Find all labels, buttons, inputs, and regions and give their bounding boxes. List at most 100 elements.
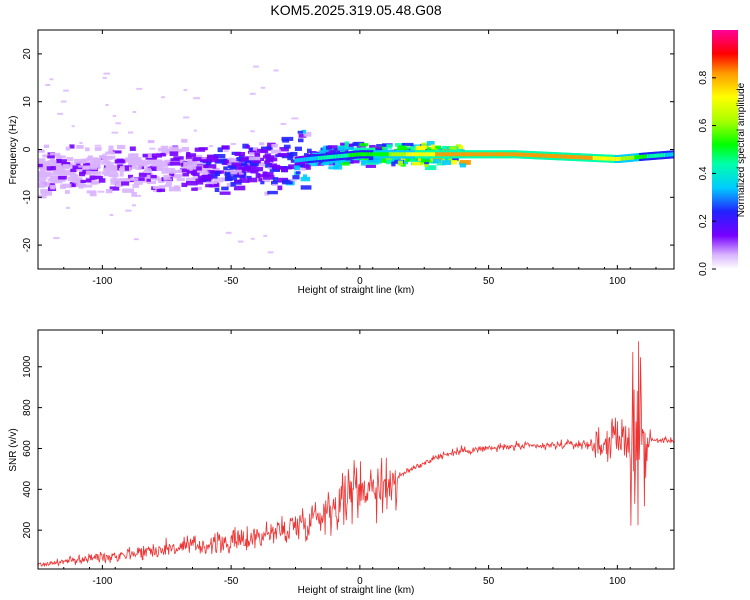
spectrogram-cell xyxy=(196,181,204,185)
spectrogram-ridge-core xyxy=(663,152,667,157)
spectrogram-cell xyxy=(182,172,189,177)
spectrogram-ridge-core xyxy=(648,154,652,159)
spectrogram-ridge-core xyxy=(506,152,510,157)
spectrogram-cell xyxy=(224,173,231,179)
spectrogram-ridge-core xyxy=(549,153,553,158)
spectrogram-cell xyxy=(337,146,347,151)
spectrogram-ridge-core xyxy=(572,155,576,160)
spectrogram-cell xyxy=(272,177,279,183)
spectrogram-ridge-core xyxy=(326,155,330,160)
spectrogram-ridge-core xyxy=(408,152,412,157)
snr-y-axis-label: SNR (v/v) xyxy=(8,428,19,471)
spectrogram-ridge-core xyxy=(368,152,372,157)
spectrogram-heatmap xyxy=(38,65,674,254)
spectrogram-ridge-core xyxy=(595,156,599,161)
spectrogram-cell xyxy=(298,138,304,143)
spectrogram-cell xyxy=(119,171,124,177)
spectrogram-ridge-core xyxy=(561,154,565,159)
spectrogram-cell xyxy=(225,231,232,234)
spectrogram-ridge-core xyxy=(646,154,650,159)
spectrogram-cell xyxy=(39,180,47,185)
spectrogram-cell xyxy=(442,145,447,151)
spectrogram-cell xyxy=(201,174,214,179)
spectrogram-cell xyxy=(301,130,306,134)
spectrogram-cell xyxy=(415,145,428,151)
spectrogram-ridge-core xyxy=(459,152,463,157)
spectrogram-cell xyxy=(296,162,306,168)
spectrogram-ridge-core xyxy=(377,152,381,157)
spectrogram-cell xyxy=(273,69,279,72)
spectrogram-cell xyxy=(262,155,275,159)
spectrogram-cell xyxy=(255,173,261,178)
spectrogram-cell xyxy=(331,150,337,154)
spectrogram-cell xyxy=(338,160,350,166)
spectrogram-cell xyxy=(230,142,237,145)
spectrogram-cell xyxy=(94,159,100,164)
snr-panel: -100 -50 0 50 100 200 400 600 800 1000 Height of … xyxy=(8,329,675,596)
spectrogram-cell xyxy=(112,114,117,117)
spectrogram-cell xyxy=(129,146,136,151)
spectrogram-cell xyxy=(267,251,274,254)
spectrogram-cell xyxy=(38,194,47,199)
spectrogram-ridge-core xyxy=(353,152,357,157)
snr-series-line xyxy=(38,341,674,568)
spectrogram-cell xyxy=(410,144,421,148)
spectrogram-cell xyxy=(60,100,67,103)
spectrogram-cell xyxy=(245,158,258,163)
spectrogram-cell xyxy=(141,177,152,183)
spectrogram-ridge-core xyxy=(571,154,575,159)
spectrogram-ridge-core xyxy=(490,152,494,157)
spectrogram-cell xyxy=(93,175,103,179)
spectrogram-ridge-core xyxy=(482,152,486,157)
spectrogram-ridge-core xyxy=(584,155,588,160)
spectrogram-ridge-core xyxy=(492,152,496,157)
spectrogram-y-tick-label: -20 xyxy=(22,237,33,252)
spectrogram-ridge-core xyxy=(659,153,663,158)
spectrogram-ridge-core xyxy=(592,155,596,160)
spectrogram-cell xyxy=(238,179,250,183)
spectrogram-cell xyxy=(227,158,239,163)
spectrogram-cell xyxy=(136,87,143,90)
spectrogram-ridge-core xyxy=(583,155,587,160)
spectrogram-cell xyxy=(76,145,84,149)
spectrogram-ridge-core xyxy=(317,156,321,161)
spectrogram-ridge-core xyxy=(376,152,380,157)
spectrogram-cell xyxy=(193,97,201,100)
spectrogram-ridge-core xyxy=(396,152,400,157)
spectrogram-ridge-core xyxy=(666,152,670,157)
spectrogram-cell xyxy=(169,151,179,156)
spectrogram-cell xyxy=(49,184,56,189)
spectrogram-ridge-core xyxy=(496,152,500,157)
spectrogram-cell xyxy=(204,164,217,169)
spectrogram-cell xyxy=(51,172,63,176)
spectrogram-cell xyxy=(209,158,220,163)
spectrogram-ridge-core xyxy=(458,152,462,157)
spectrogram-cell xyxy=(62,164,70,170)
spectrogram-cell xyxy=(165,148,176,154)
snr-y-tick-label: 600 xyxy=(22,440,33,457)
spectrogram-ridge-core xyxy=(390,152,394,157)
spectrogram-cell xyxy=(103,167,114,172)
spectrogram-cell xyxy=(192,172,200,177)
spectrogram-cell xyxy=(152,187,160,192)
spectrogram-ridge-core xyxy=(481,152,485,157)
spectrogram-cell xyxy=(129,161,141,166)
spectrogram-ridge-core xyxy=(538,153,542,158)
spectrogram-ridge-core xyxy=(527,152,531,157)
spectrogram-ridge-core xyxy=(294,158,298,163)
spectrogram-cell xyxy=(135,166,142,170)
spectrogram-cell xyxy=(224,159,229,165)
spectrogram-ridge-core xyxy=(509,152,513,157)
spectrogram-cell xyxy=(374,160,382,164)
spectrogram-cell xyxy=(183,162,195,167)
spectrogram-cell xyxy=(40,162,51,167)
spectrogram-ridge-core xyxy=(626,156,630,161)
spectrogram-ridge-core xyxy=(632,155,636,160)
spectrogram-cell xyxy=(174,148,183,153)
spectrogram-cell xyxy=(131,191,137,197)
spectrogram-cell xyxy=(271,180,278,185)
spectrogram-cell xyxy=(290,179,297,182)
spectrogram-cell xyxy=(303,163,310,168)
spectrogram-cell xyxy=(264,160,270,164)
spectrogram-cell xyxy=(248,152,260,156)
